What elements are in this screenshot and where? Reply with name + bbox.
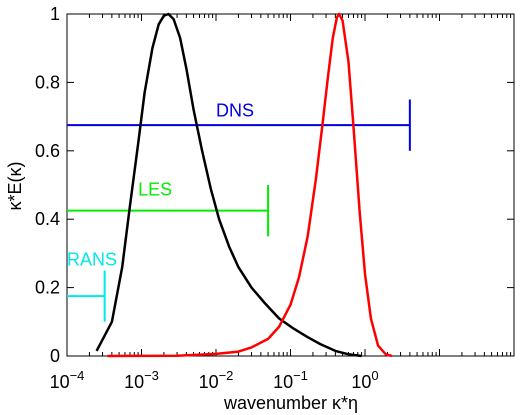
x-tick-label-base: 10 [50, 372, 70, 392]
x-tick-label-exponent: 0 [371, 368, 378, 383]
plot-area: 10−4 10−3 10−2 10−1 10000.20.40.60.81DNSLESR… [35, 4, 515, 392]
x-tick-label-base: 10 [351, 372, 371, 392]
x-tick-label: 10−1 [273, 368, 308, 392]
x-tick-label-exponent: −3 [144, 368, 159, 383]
x-tick-label-exponent: −2 [219, 368, 234, 383]
energy-spectrum-curve [95, 12, 362, 358]
x-tick-label: 10−4 [50, 368, 85, 392]
y-tick-label: 1 [50, 4, 60, 24]
range-bar-label-les: LES [138, 179, 172, 199]
y-tick-label: 0.8 [35, 72, 60, 92]
x-tick-label: 100 [351, 368, 378, 392]
x-tick-label-base: 10 [199, 372, 219, 392]
range-bar-label-rans: RANS [67, 249, 117, 269]
y-tick-label: 0.6 [35, 141, 60, 161]
y-axis-label: κ*E(κ) [5, 162, 25, 211]
x-tick-label-base: 10 [124, 372, 144, 392]
dissipation-spectrum-curve [107, 12, 393, 358]
y-tick-label: 0.4 [35, 209, 60, 229]
range-bar-label-dns: DNS [216, 101, 254, 121]
y-tick-label: 0 [50, 346, 60, 366]
x-tick-label: 10−2 [199, 368, 234, 392]
y-tick-label: 0.2 [35, 278, 60, 298]
x-tick-label-exponent: −1 [293, 368, 308, 383]
x-tick-label-base: 10 [273, 372, 293, 392]
x-tick-label-exponent: −4 [70, 368, 85, 383]
x-tick-label: 10−3 [124, 368, 159, 392]
x-axis-label: wavenumber κ*η [223, 393, 358, 413]
